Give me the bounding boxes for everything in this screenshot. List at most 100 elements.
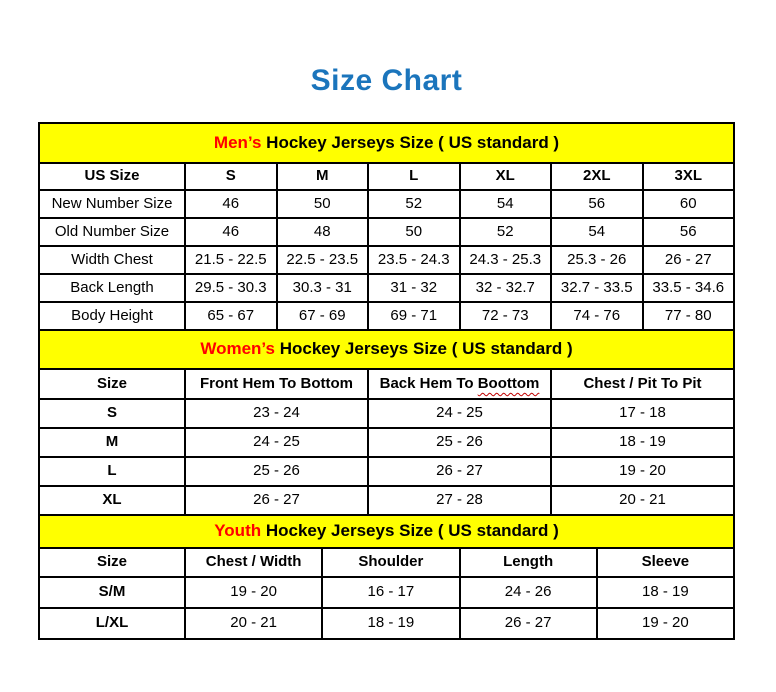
mens-band-rest: Hockey Jerseys Size ( US standard ) <box>261 132 560 152</box>
column-header: Chest / Pit To Pit <box>550 368 735 400</box>
table-row: L 25 - 26 26 - 27 19 - 20 <box>38 456 735 487</box>
size-value: 29.5 - 30.3 <box>184 273 278 303</box>
row-label: L/XL <box>38 607 186 640</box>
column-header: Chest / Width <box>183 547 324 578</box>
column-header: Sleeve <box>595 547 736 578</box>
row-label: Width Chest <box>38 245 186 275</box>
column-header: Size <box>38 547 186 578</box>
size-value: 74 - 76 <box>550 301 644 331</box>
size-value: 67 - 69 <box>275 301 369 331</box>
size-value: 46 <box>184 189 278 219</box>
table-row: S 23 - 24 24 - 25 17 - 18 <box>38 398 735 429</box>
youth-section-band: Youth Hockey Jerseys Size ( US standard … <box>38 514 735 549</box>
womens-header-row: Size Front Hem To Bottom Back Hem To Boo… <box>38 368 735 400</box>
table-row: S/M 19 - 20 16 - 17 24 - 26 18 - 19 <box>38 576 736 609</box>
row-label: Back Length <box>38 273 186 303</box>
table-row: L/XL 20 - 21 18 - 19 26 - 27 19 - 20 <box>38 607 736 640</box>
mens-section-title: Men’s Hockey Jerseys Size ( US standard … <box>38 122 735 164</box>
size-value: 24 - 26 <box>458 576 598 609</box>
column-header: XL <box>458 162 552 191</box>
size-value: 19 - 20 <box>550 456 735 487</box>
table-row: Body Height 65 - 67 67 - 69 69 - 71 72 -… <box>38 301 735 331</box>
table-row: New Number Size 46 50 52 54 56 60 <box>38 189 735 219</box>
table-row: M 24 - 25 25 - 26 18 - 19 <box>38 427 735 458</box>
size-value: 21.5 - 22.5 <box>184 245 278 275</box>
size-value: 77 - 80 <box>641 301 735 331</box>
youth-header-row: Size Chest / Width Shoulder Length Sleev… <box>38 547 736 578</box>
size-value: 31 - 32 <box>367 273 461 303</box>
size-value: 23.5 - 24.3 <box>367 245 461 275</box>
size-value: 30.3 - 31 <box>275 273 369 303</box>
size-value: 52 <box>367 189 461 219</box>
row-label: S/M <box>38 576 186 609</box>
size-value: 19 - 20 <box>595 607 736 640</box>
womens-section-title: Women’s Hockey Jerseys Size ( US standar… <box>38 329 735 370</box>
page-title: Size Chart <box>310 64 463 97</box>
row-label: New Number Size <box>38 189 186 219</box>
column-header: M <box>275 162 369 191</box>
size-value: 20 - 21 <box>550 485 735 516</box>
column-header-misspelled: Back Hem To Boottom <box>367 368 552 400</box>
column-header: US Size <box>38 162 186 191</box>
column-header: S <box>184 162 278 191</box>
size-value: 24.3 - 25.3 <box>458 245 552 275</box>
table-row: Back Length 29.5 - 30.3 30.3 - 31 31 - 3… <box>38 273 735 303</box>
size-value: 27 - 28 <box>367 485 552 516</box>
womens-band-rest: Hockey Jerseys Size ( US standard ) <box>274 339 573 359</box>
column-header: Length <box>458 547 598 578</box>
size-value: 24 - 25 <box>367 398 552 429</box>
size-value: 26 - 27 <box>184 485 369 516</box>
youth-band-rest: Hockey Jerseys Size ( US standard ) <box>261 521 559 541</box>
mens-header-row: US Size S M L XL 2XL 3XL <box>38 162 735 191</box>
size-value: 26 - 27 <box>641 245 735 275</box>
table-row: XL 26 - 27 27 - 28 20 - 21 <box>38 485 735 516</box>
table-row: Width Chest 21.5 - 22.5 22.5 - 23.5 23.5… <box>38 245 735 275</box>
row-label: M <box>38 427 186 458</box>
size-value: 50 <box>367 217 461 247</box>
size-value: 22.5 - 23.5 <box>275 245 369 275</box>
size-value: 18 - 19 <box>550 427 735 458</box>
size-value: 46 <box>184 217 278 247</box>
size-value: 18 - 19 <box>595 576 736 609</box>
column-header: Front Hem To Bottom <box>184 368 369 400</box>
size-value: 54 <box>550 217 644 247</box>
size-chart-tables: Men’s Hockey Jerseys Size ( US standard … <box>38 122 736 640</box>
column-header-text: Back Hem To <box>379 374 478 392</box>
womens-size-table: Women’s Hockey Jerseys Size ( US standar… <box>38 329 735 516</box>
table-row: Old Number Size 46 48 50 52 54 56 <box>38 217 735 247</box>
row-label: XL <box>38 485 186 516</box>
mens-band-highlight: Men’s <box>213 132 262 152</box>
size-value: 20 - 21 <box>183 607 324 640</box>
size-value: 25.3 - 26 <box>550 245 644 275</box>
womens-section-band: Women’s Hockey Jerseys Size ( US standar… <box>38 329 735 370</box>
column-header: 3XL <box>641 162 735 191</box>
size-value: 52 <box>458 217 552 247</box>
column-header: Shoulder <box>321 547 461 578</box>
size-value: 54 <box>458 189 552 219</box>
womens-band-highlight: Women’s <box>200 339 275 359</box>
mens-section-band: Men’s Hockey Jerseys Size ( US standard … <box>38 122 735 164</box>
size-value: 48 <box>275 217 369 247</box>
column-header: 2XL <box>550 162 644 191</box>
mens-size-table: Men’s Hockey Jerseys Size ( US standard … <box>38 122 735 331</box>
youth-section-title: Youth Hockey Jerseys Size ( US standard … <box>38 514 735 549</box>
size-value: 23 - 24 <box>184 398 369 429</box>
column-header: L <box>367 162 461 191</box>
size-value: 24 - 25 <box>184 427 369 458</box>
column-header: Size <box>38 368 186 400</box>
size-value: 26 - 27 <box>458 607 598 640</box>
size-value: 32.7 - 33.5 <box>550 273 644 303</box>
size-value: 26 - 27 <box>367 456 552 487</box>
youth-size-table: Youth Hockey Jerseys Size ( US standard … <box>38 514 736 640</box>
size-value: 72 - 73 <box>458 301 552 331</box>
size-value: 56 <box>550 189 644 219</box>
size-value: 33.5 - 34.6 <box>641 273 735 303</box>
size-value: 17 - 18 <box>550 398 735 429</box>
size-value: 50 <box>275 189 369 219</box>
row-label: S <box>38 398 186 429</box>
size-value: 16 - 17 <box>321 576 461 609</box>
row-label: Old Number Size <box>38 217 186 247</box>
size-value: 25 - 26 <box>367 427 552 458</box>
spellcheck-squiggle-text: Boottom <box>477 374 540 392</box>
